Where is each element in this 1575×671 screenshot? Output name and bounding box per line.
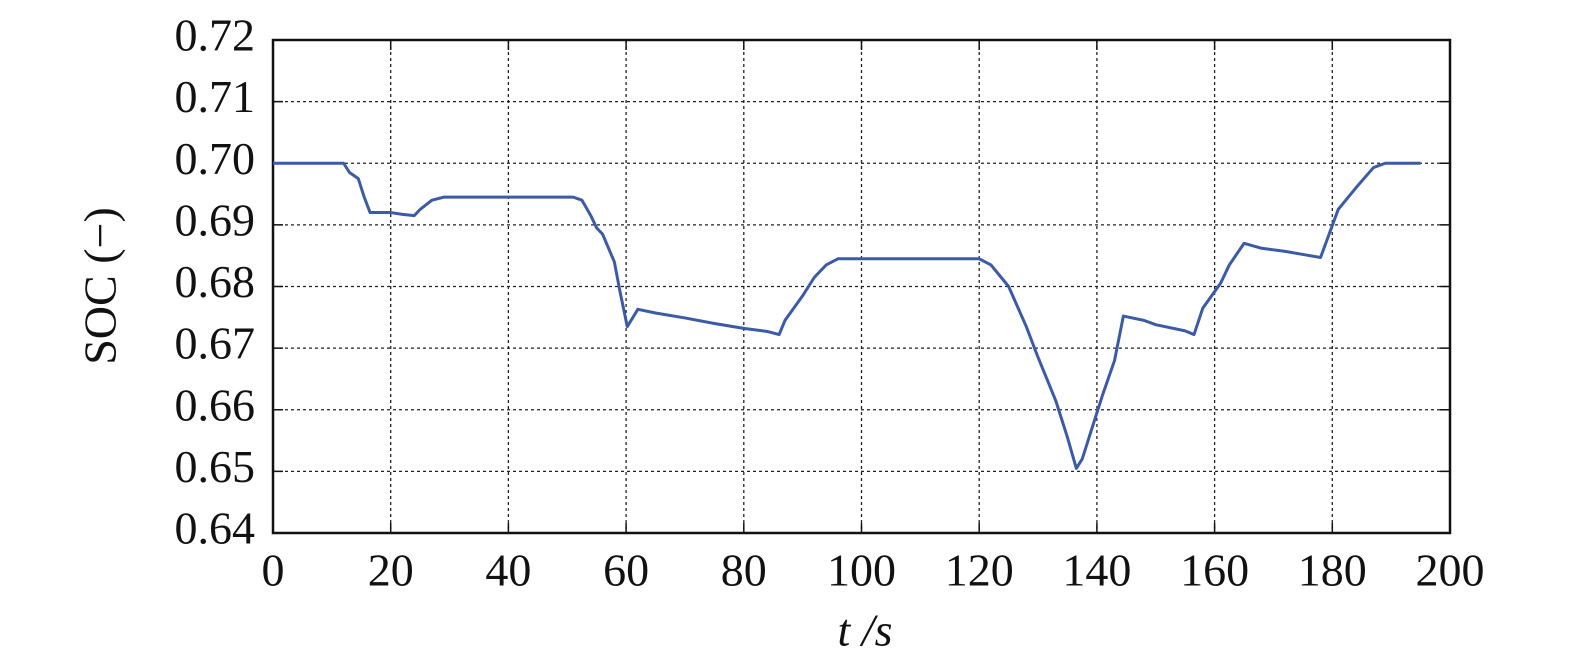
y-tick-label: 0.64 — [175, 503, 256, 554]
y-tick-label: 0.67 — [175, 318, 256, 369]
x-tick-label: 120 — [945, 545, 1014, 596]
y-tick-label: 0.66 — [175, 379, 256, 430]
y-tick-label: 0.71 — [175, 71, 256, 122]
y-tick-label: 0.68 — [175, 256, 256, 307]
x-tick-label: 0 — [262, 545, 285, 596]
x-tick-label: 20 — [368, 545, 414, 596]
x-tick-label: 40 — [485, 545, 531, 596]
y-tick-label: 0.70 — [175, 133, 256, 184]
x-tick-label: 140 — [1062, 545, 1131, 596]
x-tick-label: 200 — [1416, 545, 1485, 596]
x-tick-label: 80 — [721, 545, 767, 596]
y-tick-label: 0.65 — [175, 441, 256, 492]
x-tick-label: 180 — [1298, 545, 1367, 596]
x-tick-label: 160 — [1180, 545, 1249, 596]
x-tick-label: 60 — [603, 545, 649, 596]
y-axis-label: SOC (−) — [75, 207, 126, 365]
x-tick-label: 100 — [827, 545, 896, 596]
data-line — [273, 161, 1421, 470]
y-tick-label: 0.69 — [175, 194, 256, 245]
x-axis-label: t /s — [838, 605, 893, 656]
y-tick-label: 0.72 — [175, 10, 256, 61]
plot-frame — [271, 38, 1452, 535]
